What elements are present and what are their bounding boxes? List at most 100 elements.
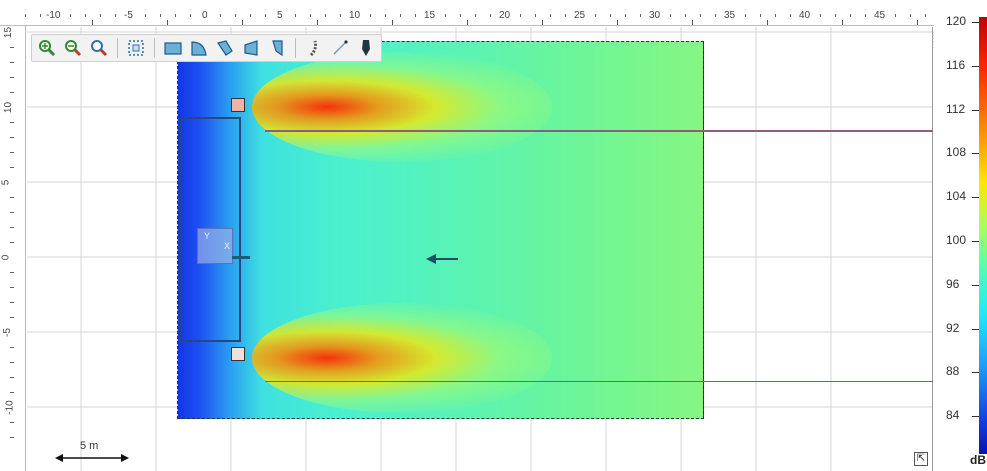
ruler-x-tick <box>85 14 86 17</box>
ruler-x-tick <box>760 14 761 17</box>
ruler-x-tick <box>40 14 41 17</box>
speaker-button[interactable] <box>355 37 377 59</box>
ruler-x-label: 15 <box>424 10 436 21</box>
ruler-x-tick <box>700 14 701 17</box>
ruler-y-tick <box>10 122 14 123</box>
ruler-y-tick <box>10 242 14 243</box>
ruler-x-tick <box>520 14 521 17</box>
ruler-x-tick <box>895 14 896 17</box>
ruler-y-tick <box>10 377 14 378</box>
ruler-x-tick <box>325 14 326 17</box>
legend-tick <box>972 241 979 242</box>
ruler-x-label: 35 <box>724 10 736 21</box>
arc-shape-icon <box>191 41 207 56</box>
zoom-in-button[interactable] <box>36 37 58 59</box>
coordinate-origin-box[interactable]: Y X <box>197 228 233 264</box>
zoom-in-icon <box>39 40 56 57</box>
ruler-y-label: -5 <box>1 328 13 337</box>
scale-bar-label: 5 m <box>80 440 99 452</box>
rectangle-shape-icon <box>164 42 182 55</box>
ruler-x-tick <box>265 14 266 17</box>
ruler-x-tick <box>550 14 551 17</box>
ruler-x-tick <box>190 14 191 17</box>
rectangle-shape-button[interactable] <box>162 37 184 59</box>
line-tool-button[interactable] <box>329 37 351 59</box>
tapered-shape-button[interactable] <box>266 37 288 59</box>
legend-unit-label: dB <box>970 453 986 467</box>
selection-frame-button[interactable] <box>125 37 147 59</box>
legend-tick <box>972 153 979 155</box>
ruler-y-tick <box>10 152 14 153</box>
ruler-x-major-tick <box>392 20 393 25</box>
ruler-x-label: -5 <box>124 10 133 21</box>
legend-tick <box>972 65 979 67</box>
quarter-shape-button[interactable] <box>214 37 236 59</box>
legend-label: 96 <box>946 276 960 291</box>
scale-bar: 5 m <box>55 440 129 466</box>
legend-tick <box>972 416 979 418</box>
ruler-x-label: 0 <box>202 10 208 21</box>
drawing-toolbar <box>31 34 382 62</box>
ruler-x-major-tick <box>242 20 243 25</box>
trapezoid-shape-icon <box>244 40 258 56</box>
ruler-x-tick <box>175 14 176 17</box>
zoom-fit-button[interactable] <box>88 37 110 59</box>
ruler-x-major-tick <box>317 20 318 25</box>
ruler-x-tick <box>925 14 926 17</box>
color-scale-legend: dB 120 116 112 108 104 100 96 92 88 84 <box>934 0 987 471</box>
legend-tick <box>972 197 979 199</box>
ruler-x-tick <box>490 14 491 17</box>
ruler-y-tick <box>10 302 14 303</box>
stage-outline[interactable] <box>180 117 241 342</box>
hotspot-top-glow <box>252 52 552 162</box>
ruler-x-tick <box>100 14 101 17</box>
tapered-shape-icon <box>272 40 283 57</box>
curved-line-button[interactable] <box>303 37 325 59</box>
ruler-x-tick <box>715 14 716 17</box>
ruler-x-label: 25 <box>574 10 586 21</box>
vertical-ruler: 15 10 5 0 -5 -10 <box>0 26 26 471</box>
ruler-y-label: -10 <box>4 400 16 415</box>
ruler-x-tick <box>775 14 776 17</box>
trapezoid-shape-button[interactable] <box>240 37 262 59</box>
toolbar-separator <box>117 38 118 58</box>
ruler-x-tick <box>685 14 686 17</box>
ruler-x-major-tick <box>542 20 543 25</box>
ruler-x-label: -10 <box>46 10 61 21</box>
ruler-x-label: 20 <box>499 10 511 21</box>
ruler-x-tick <box>475 14 476 17</box>
legend-tick <box>972 284 979 286</box>
ruler-y-tick <box>10 317 14 318</box>
legend-label: 116 <box>946 57 966 72</box>
ruler-x-tick <box>370 14 371 17</box>
ruler-x-tick <box>565 14 566 17</box>
origin-x-label: X <box>224 241 231 251</box>
ruler-y-tick <box>10 227 14 228</box>
spl-heatmap[interactable] <box>177 41 704 419</box>
selection-frame-icon <box>128 40 144 56</box>
ruler-x-tick <box>70 14 71 17</box>
ruler-x-label: 5 <box>277 10 283 21</box>
arc-shape-button[interactable] <box>188 37 210 59</box>
zoom-out-icon <box>65 40 82 57</box>
legend-label: 88 <box>946 364 960 379</box>
ruler-y-tick <box>10 272 14 273</box>
ruler-x-tick <box>790 14 791 17</box>
curved-line-icon <box>309 40 317 57</box>
ruler-y-tick <box>10 197 14 198</box>
ruler-y-tick <box>10 167 14 168</box>
speaker-marker-top[interactable] <box>231 98 245 112</box>
ruler-x-label: 10 <box>349 10 361 21</box>
resize-corner-icon[interactable]: ⇱ <box>914 452 928 466</box>
ruler-x-tick <box>910 14 911 17</box>
ruler-y-tick <box>10 77 14 78</box>
zoom-out-button[interactable] <box>62 37 84 59</box>
ruler-x-tick <box>400 14 401 17</box>
ruler-x-label: 30 <box>649 10 661 21</box>
toolbar-separator <box>154 38 155 58</box>
legend-label: 92 <box>946 320 960 335</box>
ruler-x-tick <box>625 14 626 17</box>
ruler-x-tick <box>535 14 536 17</box>
quarter-shape-icon <box>217 40 233 56</box>
speaker-marker-bottom[interactable] <box>231 347 245 361</box>
